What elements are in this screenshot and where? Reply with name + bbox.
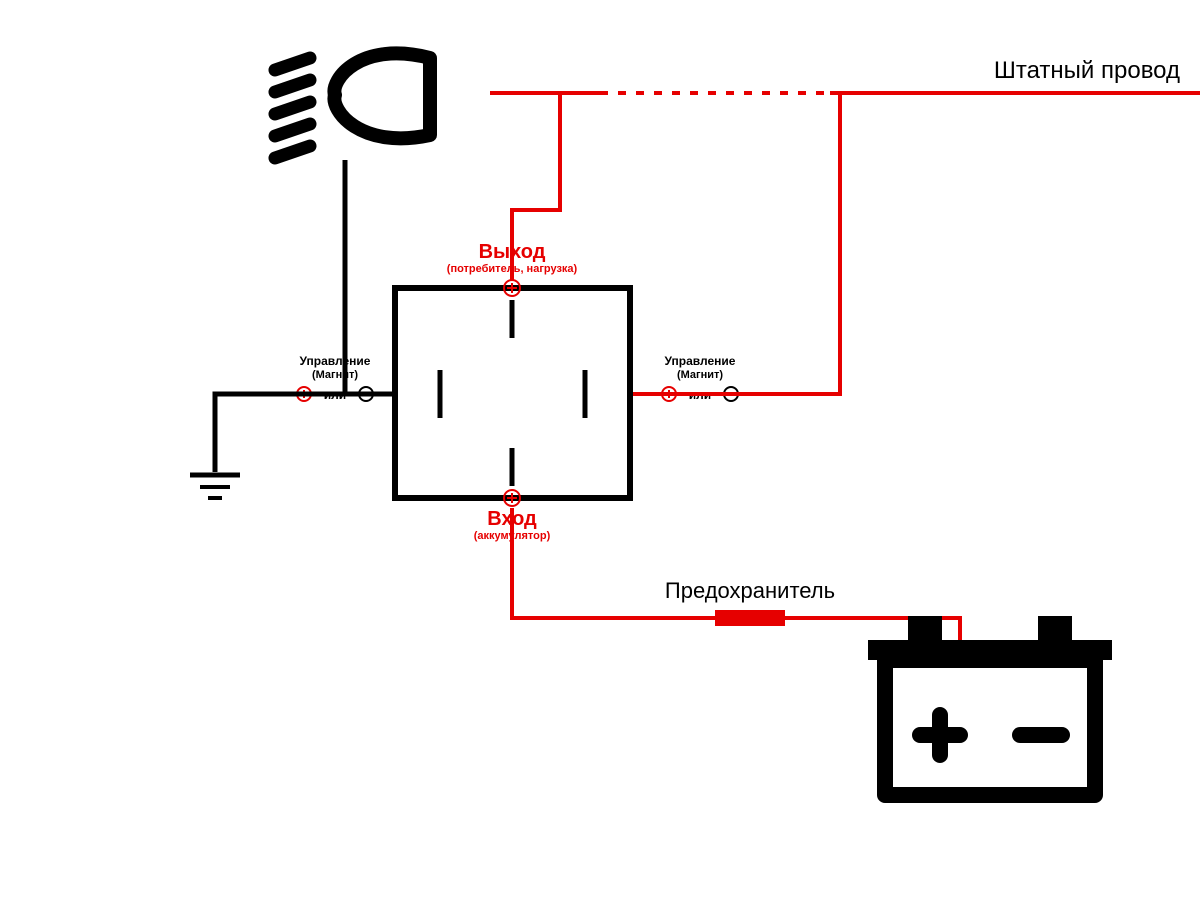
svg-text:(Магнит): (Магнит): [677, 369, 723, 381]
svg-text:Управление: Управление: [300, 354, 371, 368]
svg-text:(Магнит): (Магнит): [312, 369, 358, 381]
stock-wire-label: Штатный провод: [994, 57, 1180, 84]
wiring-diagram: Штатный провод Выход (потребитель, нагру…: [0, 0, 1200, 904]
battery-icon: [868, 616, 1112, 795]
svg-text:Управление: Управление: [665, 354, 736, 368]
wires-red: [512, 93, 960, 640]
relay-box: [395, 288, 630, 498]
ground-icon: [190, 475, 240, 498]
wires-black: [215, 160, 392, 472]
fuse-label: Предохранитель: [665, 578, 835, 603]
headlamp-icon: [275, 53, 430, 158]
fuse-icon: Предохранитель: [665, 578, 835, 626]
stock-wire: Штатный провод: [490, 57, 1200, 93]
